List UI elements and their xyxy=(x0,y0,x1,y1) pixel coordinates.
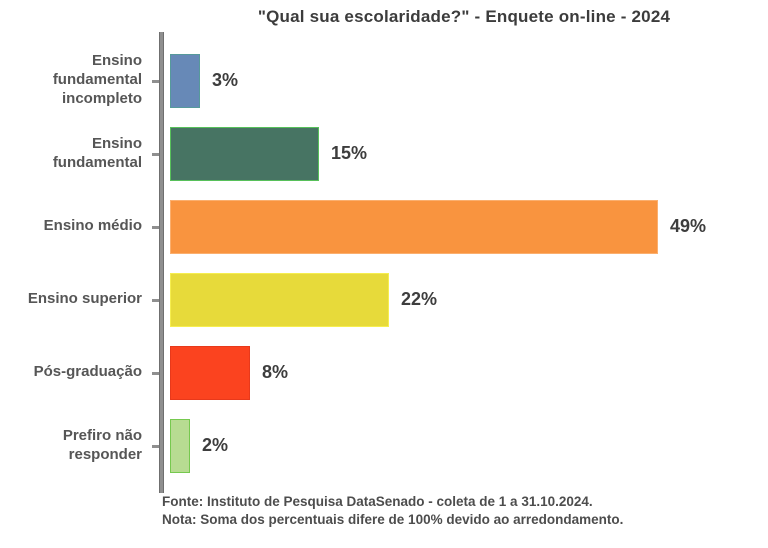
chart-title: "Qual sua escolaridade?" - Enquete on-li… xyxy=(257,7,671,26)
bar-prefiro-nao-responder xyxy=(170,418,190,473)
category-label: Ensino fundamental xyxy=(52,134,142,171)
value-label: 8% xyxy=(262,362,289,382)
category-label: Ensino superior xyxy=(27,290,142,308)
axis-tick xyxy=(152,79,159,83)
axis-tick xyxy=(152,371,159,375)
axis-tick xyxy=(152,225,159,229)
value-label: 22% xyxy=(401,289,438,309)
bar-row-pos-graduacao: Pós-graduação 8% xyxy=(0,336,768,409)
bar-row-ensino-fundamental-incompleto: Ensino fundamental incompleto 3% xyxy=(0,44,768,117)
y-axis-line xyxy=(159,32,164,493)
value-label: 2% xyxy=(202,435,229,455)
axis-tick xyxy=(152,152,159,156)
value-label: 49% xyxy=(670,216,707,236)
bar-row-prefiro-nao-responder: Prefiro não responder 2% xyxy=(0,409,768,482)
plot-area: Ensino fundamental incompleto 3% Ensino … xyxy=(0,32,768,493)
value-label: 15% xyxy=(331,143,368,163)
bar-ensino-fundamental xyxy=(170,126,319,181)
bar-ensino-medio xyxy=(170,199,658,254)
source-note: Fonte: Instituto de Pesquisa DataSenado … xyxy=(162,494,593,509)
rounding-note: Nota: Soma dos percentuais difere de 100… xyxy=(162,511,624,527)
category-label: Pós-graduação xyxy=(33,363,142,381)
bar-row-ensino-superior: Ensino superior 22% xyxy=(0,263,768,336)
category-label: Ensino fundamental incompleto xyxy=(52,52,142,107)
bar-row-ensino-fundamental: Ensino fundamental 15% xyxy=(0,117,768,190)
category-label: Prefiro não responder xyxy=(62,426,142,463)
bar-pos-graduacao xyxy=(170,345,250,400)
bar-ensino-fundamental-incompleto xyxy=(170,53,200,108)
bar-row-ensino-medio: Ensino médio 49% xyxy=(0,190,768,263)
axis-tick xyxy=(152,444,159,448)
axis-tick xyxy=(152,298,159,302)
value-label: 3% xyxy=(212,70,239,90)
chart-footer: Fonte: Instituto de Pesquisa DataSenado … xyxy=(162,493,623,529)
bar-ensino-superior xyxy=(170,272,389,327)
category-label: Ensino médio xyxy=(43,217,142,235)
